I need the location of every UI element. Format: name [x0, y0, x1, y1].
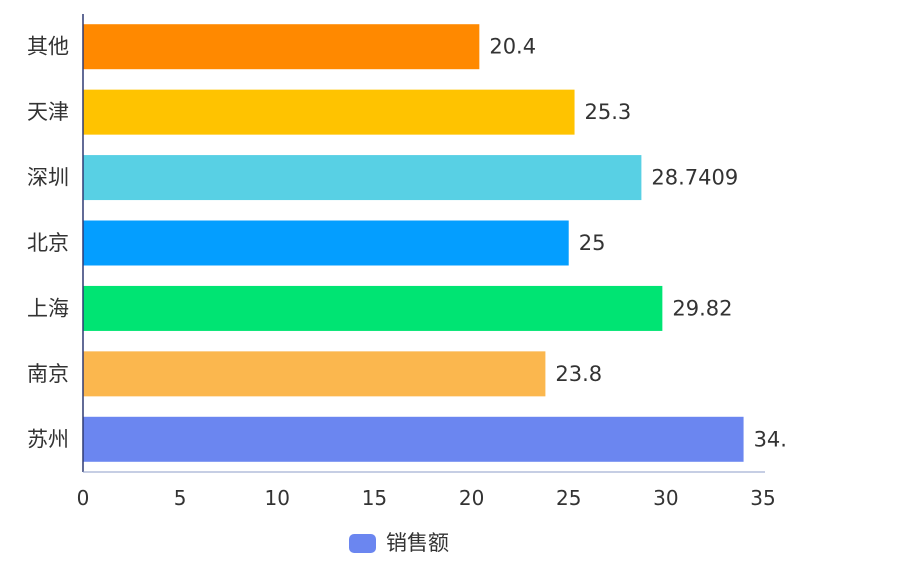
bar-天津[interactable] [83, 89, 575, 135]
x-tick-label-30: 30 [653, 486, 678, 510]
bar-北京[interactable] [83, 220, 569, 266]
bar-其他[interactable] [83, 24, 480, 70]
category-label-深圳: 深圳 [27, 166, 69, 190]
legend-swatch[interactable] [349, 534, 376, 553]
value-label-苏州: 34. [754, 427, 787, 451]
x-tick-label-5: 5 [174, 486, 187, 510]
x-tick-label-10: 10 [265, 486, 290, 510]
category-label-苏州: 苏州 [27, 427, 69, 451]
value-label-其他: 20.4 [489, 35, 536, 59]
value-label-北京: 25 [579, 231, 606, 255]
x-tick-label-25: 25 [556, 486, 581, 510]
value-label-上海: 29.82 [672, 296, 732, 320]
category-labels-layer: 苏州 南京 上海 北京 深圳 天津 其他 [27, 35, 69, 452]
category-label-上海: 上海 [27, 296, 69, 320]
bars-layer [83, 24, 744, 462]
legend-label[interactable]: 销售额 [386, 531, 449, 555]
value-labels-layer: 34. 23.8 29.82 25 28.7409 25.3 20.4 [489, 35, 787, 452]
bar-上海[interactable] [83, 285, 663, 331]
x-tick-label-15: 15 [362, 486, 387, 510]
bar-深圳[interactable] [83, 155, 642, 201]
category-label-南京: 南京 [27, 362, 69, 386]
bar-南京[interactable] [83, 351, 546, 397]
x-tick-label-0: 0 [77, 486, 90, 510]
category-label-北京: 北京 [27, 231, 69, 255]
value-label-天津: 25.3 [585, 100, 632, 124]
x-tick-label-35: 35 [750, 486, 775, 510]
legend[interactable]: 销售额 [349, 531, 449, 555]
value-label-南京: 23.8 [555, 362, 602, 386]
category-label-天津: 天津 [27, 100, 69, 124]
value-label-深圳: 28.7409 [651, 166, 738, 190]
x-tick-label-20: 20 [459, 486, 484, 510]
bar-苏州[interactable] [83, 416, 744, 462]
category-label-其他: 其他 [27, 35, 69, 59]
x-ticks-layer: 0 5 10 15 20 25 30 35 [77, 486, 776, 510]
